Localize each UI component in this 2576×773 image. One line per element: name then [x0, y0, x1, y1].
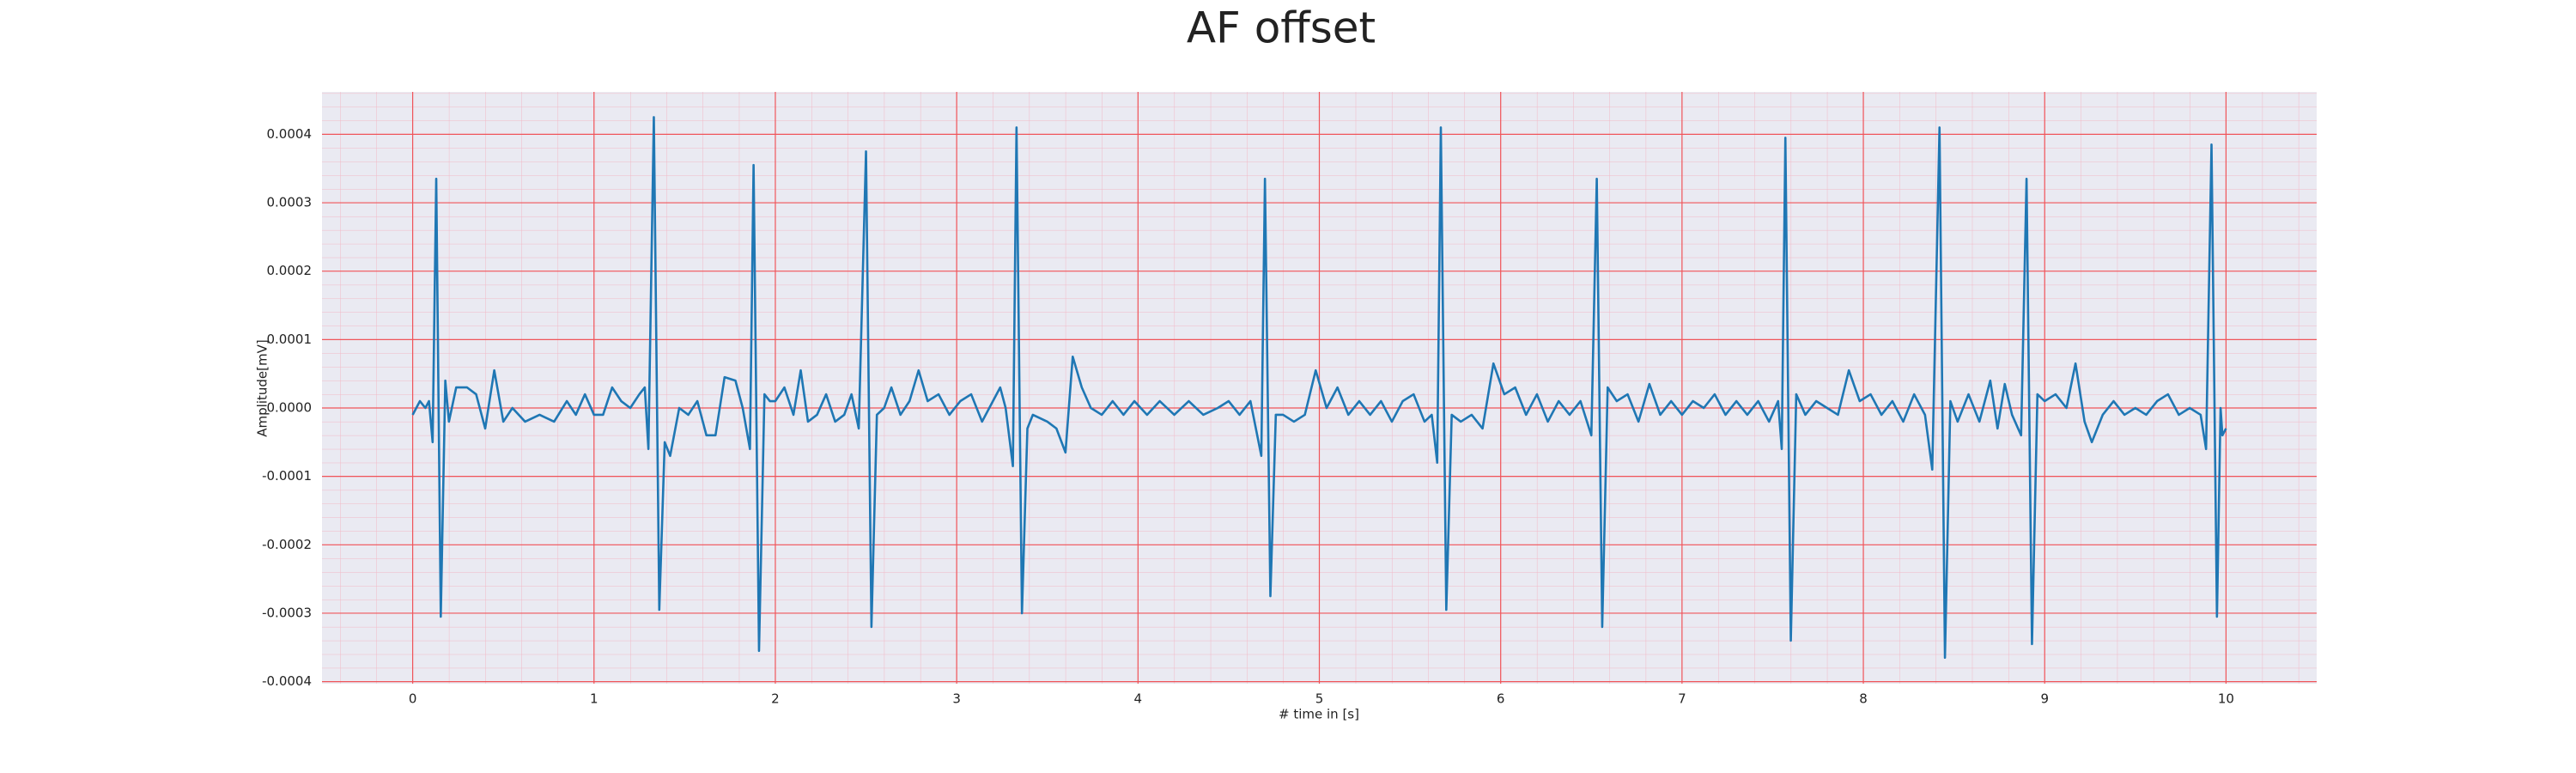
x-tick-label: 9 [2040, 691, 2049, 707]
x-tick-label: 3 [952, 691, 961, 707]
x-axis-label: # time in [s] [1279, 707, 1359, 722]
x-tick-label: 7 [1678, 691, 1686, 707]
x-tick-label: 2 [771, 691, 780, 707]
y-tick-label: -0.0003 [262, 605, 312, 620]
x-tick-label: 4 [1134, 691, 1143, 707]
x-tick-label: 8 [1859, 691, 1868, 707]
y-tick-label: -0.0001 [262, 468, 312, 484]
y-tick-label: 0.0003 [267, 195, 313, 210]
y-tick-label: 0.0001 [267, 332, 313, 347]
y-tick-label: 0.0004 [267, 126, 313, 142]
y-tick-label: 0.0002 [267, 263, 313, 278]
x-tick-label: 6 [1497, 691, 1505, 707]
y-tick-label: -0.0002 [262, 537, 312, 552]
line [411, 116, 2227, 660]
x-tick-label: 0 [409, 691, 417, 707]
y-tick-label: 0.0000 [267, 399, 313, 415]
y-tick-label: -0.0004 [262, 673, 312, 689]
x-tick-label: 1 [590, 691, 598, 707]
chart-title: AF offset [1187, 3, 1376, 53]
x-tick-label: 10 [2218, 691, 2234, 707]
x-tick-label: 5 [1315, 691, 1324, 707]
y-axis-label: Amplitude[mV] [255, 339, 270, 436]
